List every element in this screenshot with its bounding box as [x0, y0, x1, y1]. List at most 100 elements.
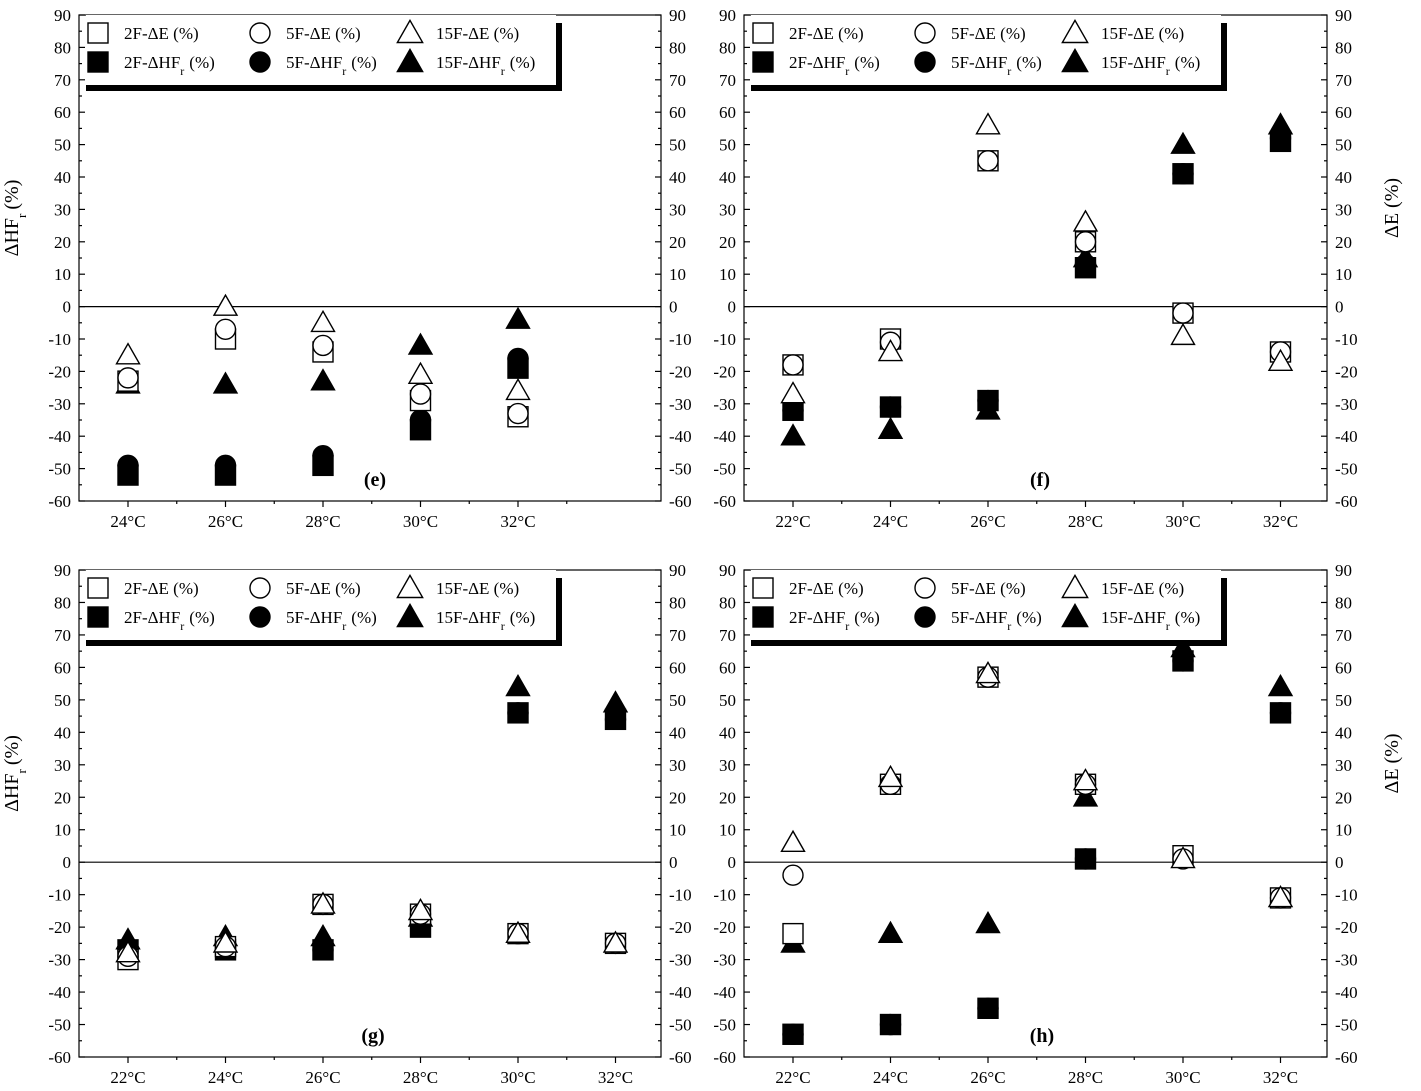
- y-tick-label-left: -60: [48, 492, 71, 511]
- data-point-triangle-open: [505, 377, 531, 401]
- y-tick-label-right: 60: [669, 658, 686, 677]
- y-tick-label-left: 70: [54, 71, 71, 90]
- y-tick-label-left: 50: [54, 691, 71, 710]
- y-tick-label-right: 30: [669, 756, 686, 775]
- y-tick-label-right: -60: [669, 492, 692, 511]
- y2-axis-label: ΔE (%): [1381, 178, 1403, 238]
- legend-entry-label: 2F-ΔE (%): [789, 579, 864, 598]
- data-point-triangle-filled: [975, 910, 1001, 934]
- y-tick-label-left: -40: [713, 983, 736, 1002]
- legend-entry-label: 2F-ΔHFr (%): [789, 53, 880, 78]
- y-tick-label-left: 20: [719, 233, 736, 252]
- data-point-triangle-open: [407, 897, 434, 921]
- y-tick-label-left: 50: [719, 136, 736, 155]
- legend-marker-circle-open: [249, 577, 271, 599]
- x-tick-label: 26°C: [208, 512, 243, 531]
- legend-entry-label: 15F-ΔHFr (%): [1101, 53, 1200, 78]
- chart-panel-f: 90 90 80 80 70 70 60 60 50 50 40 40 30 30 20 20 10 10 0 0 -1…: [713, 6, 1403, 531]
- y-tick-label-right: -20: [1335, 362, 1358, 381]
- y-tick-label-right: -30: [669, 951, 692, 970]
- y-tick-label-left: -10: [713, 886, 736, 905]
- y-tick-label-left: 30: [719, 756, 736, 775]
- legend-entry-label: 2F-ΔHFr (%): [124, 53, 215, 78]
- y-tick-label-right: 50: [669, 691, 686, 710]
- x-tick-label: 28°C: [305, 512, 340, 531]
- y-tick-label-right: -10: [1335, 330, 1358, 349]
- data-point-triangle-open: [1170, 846, 1196, 869]
- y-tick-label-right: 90: [1335, 6, 1352, 25]
- x-tick-label: 28°C: [403, 1068, 438, 1087]
- data-point-triangle-filled: [310, 923, 336, 947]
- y-tick-label-right: -10: [1335, 886, 1358, 905]
- y-axis-label: ΔHFr(%): [1, 735, 29, 812]
- data-point-circle-filled: [782, 1023, 804, 1045]
- data-point-circle-open: [507, 402, 529, 425]
- x-tick-label: 30°C: [1165, 512, 1200, 531]
- y-tick-label-right: 60: [1335, 658, 1352, 677]
- y-tick-label-right: -60: [1335, 1048, 1358, 1067]
- x-tick-label: 24°C: [208, 1068, 243, 1087]
- x-tick-label: 26°C: [305, 1068, 340, 1087]
- y-axis-label: ΔHFr(%): [1, 180, 29, 257]
- y-tick-label-left: -60: [713, 1048, 736, 1067]
- legend-marker-triangle-open: [1061, 18, 1089, 44]
- legend-marker-square-filled: [87, 606, 109, 628]
- y-tick-label-left: 40: [719, 168, 736, 187]
- y-tick-label-right: -30: [1335, 951, 1358, 970]
- data-point-triangle-open: [212, 293, 239, 316]
- y-tick-label-left: 90: [54, 561, 71, 580]
- y-tick-label-right: -10: [669, 330, 692, 349]
- y-tick-label-left: 10: [719, 265, 736, 284]
- x-tick-label: 24°C: [873, 512, 908, 531]
- legend-entry-label: 15F-ΔE (%): [1101, 579, 1184, 598]
- data-point-triangle-open: [975, 660, 1001, 684]
- legend-marker-triangle-filled: [1061, 47, 1089, 73]
- data-point-triangle-open: [1267, 348, 1294, 372]
- y-tick-label-right: 70: [669, 626, 686, 645]
- y-tick-label-left: 30: [54, 200, 71, 219]
- data-point-triangle-filled: [212, 371, 239, 394]
- y-tick-label-left: 90: [54, 6, 71, 25]
- data-point-triangle-filled: [975, 397, 1001, 420]
- y-tick-label-left: 70: [54, 626, 71, 645]
- y-tick-label-right: 40: [1335, 168, 1352, 187]
- y-tick-label-left: 50: [54, 136, 71, 155]
- data-point-triangle-filled: [1170, 635, 1196, 658]
- y-tick-label-right: 10: [1335, 821, 1352, 840]
- y-tick-label-left: 0: [728, 853, 737, 872]
- data-point-circle-open: [1172, 302, 1194, 324]
- y-tick-label-left: 20: [54, 788, 71, 807]
- legend-marker-square-filled: [87, 51, 109, 73]
- data-point-triangle-open: [780, 829, 806, 853]
- legend-entry-label: 5F-ΔHFr (%): [951, 53, 1042, 78]
- y-tick-label-right: 80: [1335, 593, 1352, 612]
- y-tick-label-left: 0: [63, 853, 72, 872]
- legend-entry-label: 2F-ΔE (%): [124, 579, 199, 598]
- data-point-circle-filled: [214, 454, 237, 477]
- y-tick-label-left: 80: [719, 38, 736, 57]
- y-tick-label-right: -50: [669, 460, 692, 479]
- y-tick-label-left: 20: [719, 788, 736, 807]
- y-tick-label-right: 0: [669, 298, 678, 317]
- y-tick-label-left: 70: [719, 626, 736, 645]
- legend-entry-label: 2F-ΔE (%): [124, 24, 199, 43]
- y-tick-label-left: -20: [713, 362, 736, 381]
- x-tick-label: 28°C: [1068, 1068, 1103, 1087]
- y-tick-label-left: -40: [48, 427, 71, 446]
- y-tick-label-left: -40: [713, 427, 736, 446]
- data-point-triangle-filled: [505, 306, 531, 329]
- panel-label: (f): [1030, 469, 1050, 491]
- y-tick-label-right: 70: [1335, 71, 1352, 90]
- legend-marker-triangle-open: [1061, 573, 1089, 599]
- y-tick-label-left: -10: [48, 886, 71, 905]
- x-tick-label: 26°C: [970, 512, 1005, 531]
- data-point-triangle-filled: [1170, 131, 1196, 154]
- data-point-circle-open: [782, 864, 804, 886]
- y-tick-label-left: -50: [713, 1016, 736, 1035]
- data-point-triangle-open: [877, 764, 904, 788]
- y-tick-label-right: 40: [1335, 723, 1352, 742]
- y-tick-label-left: 60: [719, 658, 736, 677]
- data-point-triangle-open: [407, 361, 434, 384]
- data-point-triangle-filled: [877, 920, 904, 943]
